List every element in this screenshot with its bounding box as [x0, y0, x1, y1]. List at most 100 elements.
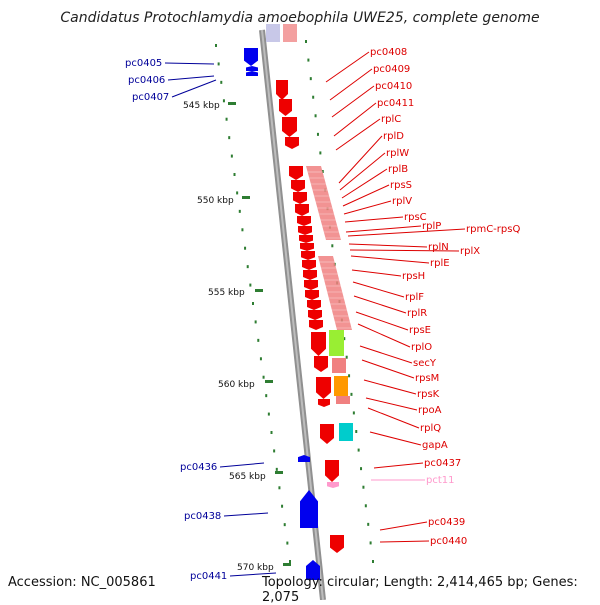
ruler-dot — [254, 320, 257, 324]
ruler-dot — [257, 338, 260, 342]
ruler-dot — [236, 191, 239, 195]
leader-pc0440 — [379, 540, 430, 543]
label-rplN: rplN — [428, 242, 449, 253]
label-pc0407: pc0407 — [132, 92, 169, 103]
ruler-dot — [252, 302, 254, 305]
gene-red-14 — [302, 260, 316, 270]
label-rpsH: rpsH — [402, 271, 425, 282]
leader-rplE — [350, 255, 430, 264]
genome-summary: Topology: circular; Length: 2,414,465 bp… — [262, 575, 578, 605]
leader-pc0405 — [164, 62, 215, 65]
gene-red-2 — [279, 99, 292, 116]
leader-pc0407 — [171, 79, 217, 98]
leader-rpsK — [363, 379, 417, 395]
ruler-dot — [249, 283, 252, 287]
ruler-label: 560 kbp — [218, 380, 255, 390]
gene-pc0441 — [306, 560, 320, 580]
ruler-dot — [348, 374, 351, 378]
ruler-dot — [352, 411, 355, 415]
gene-red-10 — [298, 226, 312, 235]
label-rpsK: rpsK — [417, 389, 440, 400]
gene-faded-top-left — [266, 24, 280, 42]
label-rplE: rplE — [430, 258, 450, 269]
label-rplQ: rplQ — [420, 423, 441, 434]
gene-faded-top-right — [283, 24, 297, 42]
ruler-dot — [225, 117, 228, 121]
label-rplX: rplX — [460, 246, 480, 257]
label-secY: secY — [413, 358, 437, 369]
ruler-dot — [289, 560, 291, 563]
ruler-dot — [350, 392, 353, 396]
label-pc0440: pc0440 — [430, 536, 467, 547]
ruler-dot — [316, 132, 319, 136]
ruler-tick — [228, 102, 236, 105]
ruler-dot — [278, 486, 281, 490]
ruler-label: 570 kbp — [237, 563, 274, 573]
label-rpsC: rpsC — [404, 212, 427, 223]
label-leader-lines — [164, 51, 466, 577]
ruler-tick — [242, 196, 250, 199]
gene-rplQ-box — [336, 396, 350, 404]
gene-red-21 — [311, 332, 326, 356]
gene-gapA-box — [339, 423, 353, 441]
leader-rplF — [352, 281, 405, 298]
ruler-label: 545 kbp — [183, 101, 220, 111]
gene-red-15 — [303, 270, 317, 280]
label-pc0406: pc0406 — [128, 75, 165, 86]
label-rpsS: rpsS — [390, 180, 412, 191]
gene-red-5 — [289, 166, 303, 180]
gene-red-16 — [304, 280, 318, 290]
ruler-dot — [343, 337, 346, 341]
ruler-dot — [312, 95, 315, 99]
label-pc0438: pc0438 — [184, 511, 221, 522]
label-rpoA: rpoA — [418, 405, 442, 416]
leader-pc0411 — [333, 102, 377, 137]
ruler-dot — [259, 357, 262, 361]
label-pc0410: pc0410 — [375, 81, 412, 92]
ruler-dot — [228, 136, 231, 140]
leader-rpsC — [344, 216, 404, 223]
ruler-dot — [331, 244, 334, 248]
ruler-dot — [220, 80, 223, 84]
ribosomal-cluster-block-1 — [306, 166, 341, 240]
label-pc0408: pc0408 — [370, 47, 407, 58]
label-rplB: rplB — [388, 164, 408, 175]
ruler-dot — [357, 448, 360, 452]
ruler-dot — [314, 114, 317, 118]
gene-red-22 — [314, 356, 328, 372]
ruler-dot — [244, 246, 247, 250]
gene-red-23 — [316, 377, 331, 399]
ruler-dot — [217, 62, 220, 66]
leader-pc0410 — [331, 85, 375, 118]
label-pc0411: pc0411 — [377, 98, 414, 109]
label-pc0437: pc0437 — [424, 458, 461, 469]
ruler-dot — [267, 412, 270, 416]
ribosomal-cluster-block-2 — [318, 256, 352, 330]
ruler-dot — [273, 449, 276, 453]
label-gapA: gapA — [422, 440, 448, 451]
ruler-dot — [305, 40, 307, 43]
ruler-dot — [270, 431, 273, 434]
gene-labels: 545 kbp 550 kbp 555 kbp 560 kbp 565 kbp 570 k… — [125, 47, 520, 582]
leader-pc0437 — [373, 462, 424, 469]
label-rplC: rplC — [381, 114, 401, 125]
label-rpsM: rpsM — [415, 373, 439, 384]
ruler-dot — [262, 375, 265, 379]
label-pc0436: pc0436 — [180, 462, 217, 473]
label-rplP: rplP — [422, 221, 441, 232]
gene-red-7 — [293, 192, 307, 204]
ruler-dot — [246, 265, 249, 269]
label-rpsE: rpsE — [409, 325, 431, 336]
ruler-dot — [230, 154, 233, 158]
label-rplO: rplO — [411, 342, 432, 353]
leader-gapA — [369, 431, 422, 446]
ruler-tick — [275, 471, 283, 474]
gene-red-24 — [318, 399, 330, 407]
leader-rplR — [353, 295, 407, 314]
gene-pc0436 — [298, 455, 310, 462]
leader-pc0409 — [329, 68, 373, 101]
leader-rpmC-rpsQ — [347, 228, 466, 237]
leader-rpsS — [342, 184, 390, 207]
label-rplF: rplF — [405, 292, 424, 303]
ruler-label: 550 kbp — [197, 196, 234, 206]
